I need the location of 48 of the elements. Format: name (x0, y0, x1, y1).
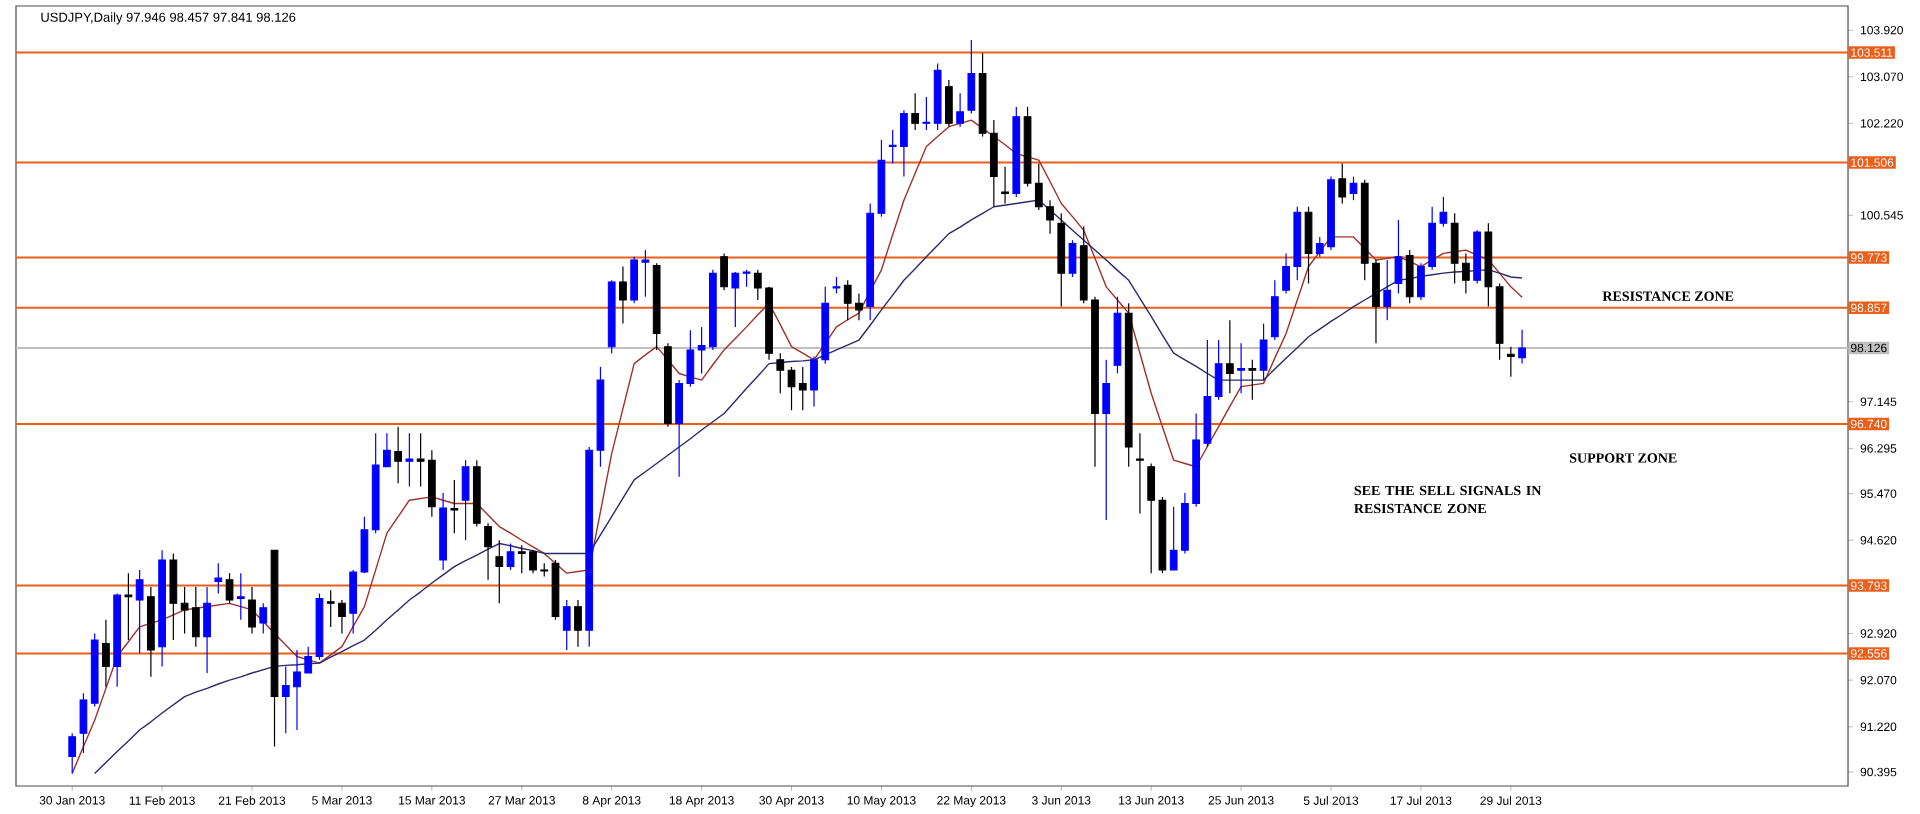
candlestick (450, 479, 459, 534)
candlestick (484, 522, 492, 581)
candlestick (203, 586, 211, 674)
candlestick (1506, 346, 1515, 378)
candlestick (248, 586, 256, 635)
candlestick (956, 92, 964, 128)
candlestick (1237, 342, 1245, 394)
candlestick (259, 602, 268, 635)
candlestick (1383, 259, 1392, 321)
candlestick (68, 732, 77, 774)
candlestick (506, 542, 515, 571)
candlestick (1225, 319, 1234, 394)
candlestick (1102, 359, 1111, 521)
candlestick (169, 552, 178, 641)
candlestick (619, 265, 627, 325)
candlestick (79, 692, 88, 754)
candlestick (1405, 249, 1414, 304)
candlestick (562, 599, 571, 651)
candlestick (1248, 359, 1257, 401)
candlestick (731, 271, 740, 328)
candlestick (495, 539, 504, 604)
candlestick (967, 39, 976, 115)
candlestick (1338, 162, 1347, 205)
candlestick (1349, 175, 1358, 201)
candlestick (911, 92, 920, 131)
candlestick (394, 426, 403, 484)
candlestick (102, 619, 110, 688)
candlestick (1259, 322, 1268, 381)
candlestick (405, 432, 414, 488)
candlestick (236, 572, 245, 621)
candlestick (776, 352, 785, 394)
candlestick (922, 96, 931, 131)
candlestick (135, 569, 144, 654)
candlestick (1270, 279, 1279, 341)
candlestick (720, 252, 728, 291)
candlestick (1136, 432, 1144, 514)
candlestick (124, 572, 133, 641)
candlestick (1001, 166, 1009, 205)
candlestick (225, 572, 234, 604)
candlestick (1518, 329, 1526, 365)
candlestick (1214, 339, 1223, 401)
candlestick (574, 599, 582, 648)
candlestick (214, 562, 223, 595)
candlestick (1394, 219, 1403, 295)
candlestick (1068, 239, 1077, 278)
candlestick (1304, 206, 1313, 285)
candlestick (461, 459, 470, 541)
candlestick (945, 79, 953, 128)
